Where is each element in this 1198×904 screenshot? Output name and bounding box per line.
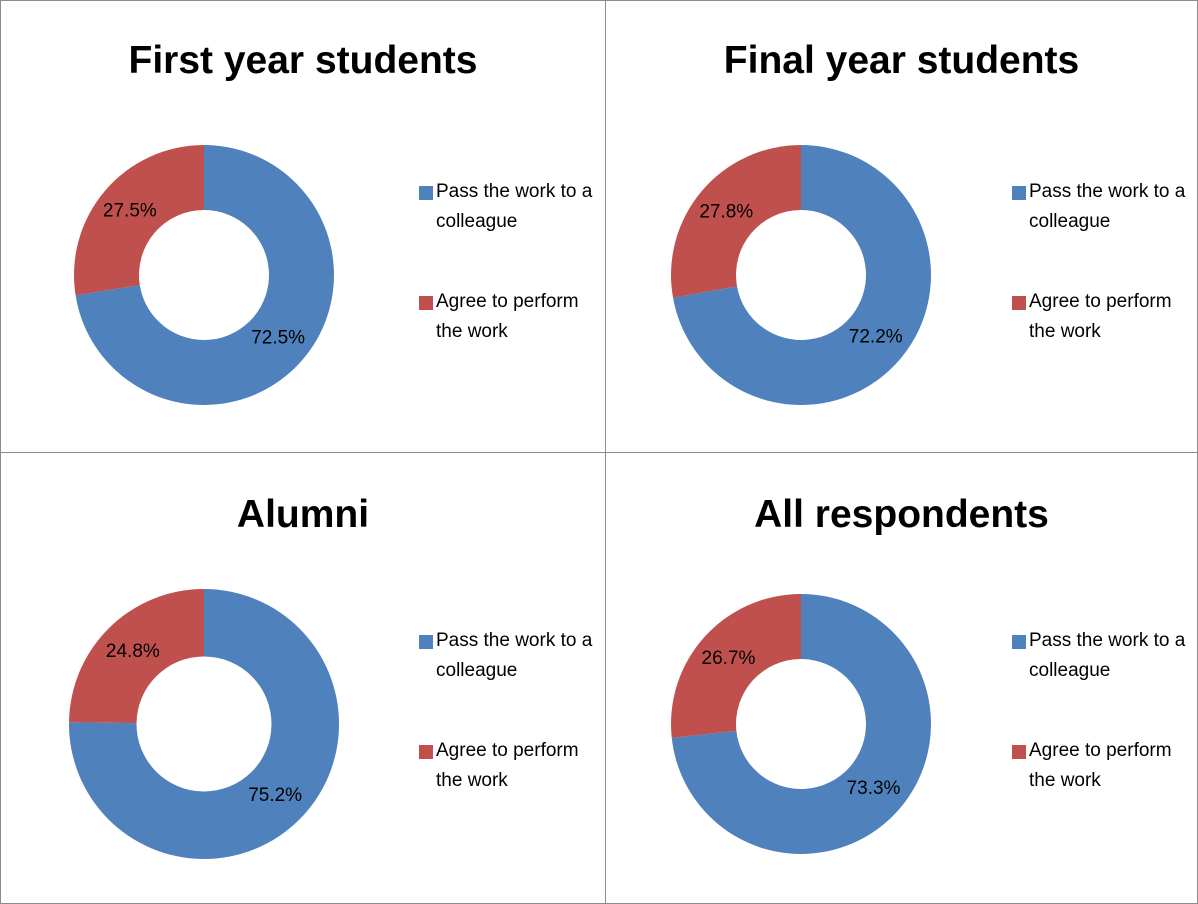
legend-swatch (1012, 635, 1026, 649)
chart-cell: 73.3% 26.7% All respondents Pass the work t… (605, 452, 1198, 904)
legend-swatch (419, 635, 433, 649)
data-label: 26.7% (702, 648, 756, 669)
data-label: 75.2% (248, 785, 302, 806)
chart-cell: 72.2% 27.8% Final year students Pass the wo… (605, 0, 1198, 453)
data-label: 72.2% (849, 327, 903, 348)
data-label: 27.8% (699, 201, 753, 222)
legend-text: Pass the work to a colleague (1029, 181, 1186, 232)
legend-swatch (1012, 186, 1026, 200)
legend-text: Pass the work to a colleague (436, 630, 593, 681)
legend-swatch (419, 296, 433, 310)
chart-title: Final year students (723, 39, 1080, 82)
data-label: 24.8% (106, 641, 160, 662)
legend-swatch (1012, 296, 1026, 310)
donut-chart: 75.2% 24.8% (69, 589, 340, 859)
donut-chart: 72.2% 27.8% (671, 145, 931, 405)
legend-text: Agree to perform the work (436, 291, 579, 342)
legend-text: Agree to perform the work (436, 740, 579, 791)
legend-swatch (419, 186, 433, 200)
data-label: 72.5% (251, 327, 305, 348)
chart-title: Alumni (236, 493, 370, 536)
legend-swatch (419, 745, 433, 759)
legend-text: Agree to perform the work (1029, 291, 1172, 342)
donut-chart: 73.3% 26.7% (671, 594, 931, 854)
data-label: 27.5% (103, 201, 157, 222)
donut-segment (73, 145, 204, 296)
legend-swatch (1012, 745, 1026, 759)
donut-segment (75, 145, 334, 405)
legend-text: Pass the work to a colleague (1029, 630, 1186, 681)
donut-segment (69, 589, 340, 859)
chart-cell: 75.2% 24.8% Alumni Pass the work to a colle… (0, 452, 606, 904)
chart-title: All respondents (754, 493, 1049, 536)
donut-chart: 72.5% 27.5% (73, 145, 334, 405)
donut-segment (69, 589, 205, 724)
donut-segment (671, 145, 801, 298)
chart-title: First year students (128, 39, 478, 82)
legend-text: Agree to perform the work (1029, 740, 1172, 791)
chart-cell: 72.5% 27.5% First year students Pass the wo… (0, 0, 606, 453)
donut-segment (673, 145, 931, 405)
donut-segment (671, 594, 931, 854)
donut-segment (671, 594, 801, 738)
legend-text: Pass the work to a colleague (436, 181, 593, 232)
data-label: 73.3% (847, 778, 901, 799)
